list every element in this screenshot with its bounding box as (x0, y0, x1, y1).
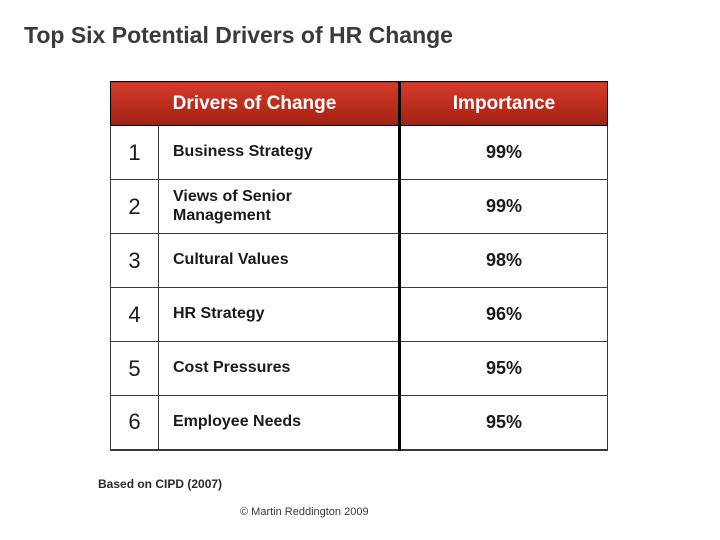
copyright-text: © Martin Reddington 2009 (240, 506, 369, 518)
row-num: 2 (111, 180, 159, 234)
row-num: 6 (111, 396, 159, 450)
row-importance: 98% (400, 234, 608, 288)
row-driver: Cultural Values (159, 234, 400, 288)
slide-title: Top Six Potential Drivers of HR Change (0, 0, 720, 49)
row-num: 3 (111, 234, 159, 288)
table-header-row: Drivers of Change Importance (111, 82, 608, 126)
row-driver: Cost Pressures (159, 342, 400, 396)
table-row: 4 HR Strategy 96% (111, 288, 608, 342)
table-row: 5 Cost Pressures 95% (111, 342, 608, 396)
table-row: 3 Cultural Values 98% (111, 234, 608, 288)
drivers-table-container: Drivers of Change Importance 1 Business … (110, 81, 608, 451)
row-importance: 95% (400, 396, 608, 450)
row-num: 4 (111, 288, 159, 342)
table-row: 2 Views of Senior Management 99% (111, 180, 608, 234)
row-importance: 99% (400, 180, 608, 234)
row-driver: Employee Needs (159, 396, 400, 450)
source-note: Based on CIPD (2007) (98, 477, 720, 491)
row-importance: 95% (400, 342, 608, 396)
row-importance: 96% (400, 288, 608, 342)
row-num: 1 (111, 126, 159, 180)
row-driver: Views of Senior Management (159, 180, 400, 234)
row-importance: 99% (400, 126, 608, 180)
header-drivers: Drivers of Change (111, 82, 400, 126)
drivers-table: Drivers of Change Importance 1 Business … (110, 81, 608, 451)
row-driver: HR Strategy (159, 288, 400, 342)
table-row: 6 Employee Needs 95% (111, 396, 608, 450)
header-importance: Importance (400, 82, 608, 126)
row-driver: Business Strategy (159, 126, 400, 180)
row-num: 5 (111, 342, 159, 396)
table-row: 1 Business Strategy 99% (111, 126, 608, 180)
